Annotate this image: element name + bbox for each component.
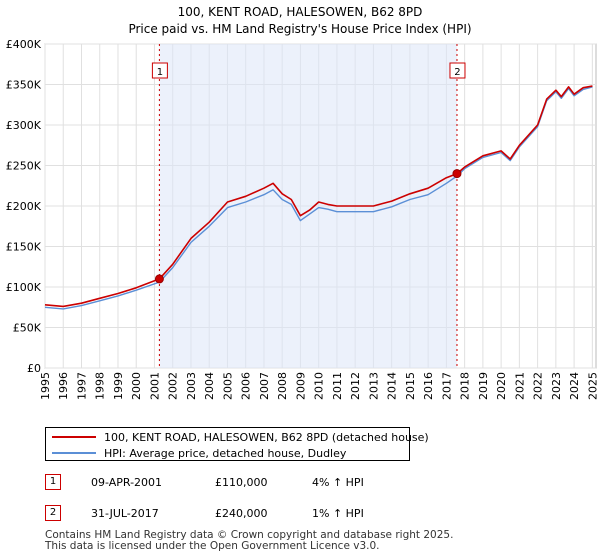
x-tick-label: 2024 [568,372,581,400]
sale-hpi-diff: 4% ↑ HPI [312,476,364,489]
y-axis: £0 £50K £100K £150K £200K £250K £300K £350K £400… [6,38,42,375]
price-chart: 100, KENT ROAD, HALESOWEN, B62 8PD Price… [6,5,600,400]
y-tick-label: £50K [13,322,42,335]
sale-price: £110,000 [215,476,268,489]
x-tick-label: 2008 [276,372,289,400]
y-tick-label: £350K [6,79,42,92]
x-tick-label: 1995 [39,372,52,400]
x-tick-label: 2013 [367,372,380,400]
x-tick-label: 2009 [294,372,307,400]
sale-date: 09-APR-2001 [91,476,163,489]
x-tick-label: 2020 [495,372,508,400]
legend-swatch-hpi [52,452,96,454]
x-tick-label: 2019 [477,372,490,400]
x-tick-label: 2004 [203,372,216,400]
property-price-line [44,85,593,308]
sale-date: 31-JUL-2017 [91,507,159,520]
sale-marker-box [151,62,168,79]
y-tick-label: £250K [6,160,42,173]
x-tick-label: 1998 [94,372,107,400]
sale-marker-label: 1 [157,67,163,78]
x-tick-label: 2005 [221,372,234,400]
sale-price: £240,000 [215,507,268,520]
sale-badge: 1 [45,474,61,490]
x-tick-label: 2001 [148,372,161,400]
footer-line-1: Contains HM Land Registry data © Crown c… [45,529,454,541]
sale-marker-label: 2 [454,67,460,78]
sale-row-2: 2 31-JUL-2017 £240,000 1% ↑ HPI [45,505,565,523]
x-tick-label: 2017 [440,372,453,400]
footer: Contains HM Land Registry data © Crown c… [45,530,453,552]
sale-row-1: 1 09-APR-2001 £110,000 4% ↑ HPI [45,474,565,492]
x-tick-label: 1996 [57,372,70,400]
sale-marker-point [452,169,462,179]
y-tick-label: £200K [6,200,42,213]
x-tick-label: 2014 [386,372,399,400]
legend-swatch-property [52,436,96,438]
y-tick-label: £0 [27,362,41,375]
legend: 100, KENT ROAD, HALESOWEN, B62 8PD (deta… [45,427,429,461]
x-tick-label: 2003 [185,372,198,400]
sale-marker-box [449,62,466,79]
x-tick-label: 1997 [75,372,88,400]
chart-subtitle: Price paid vs. HM Land Registry's House … [128,22,471,36]
x-tick-label: 2022 [532,372,545,400]
shaded-region [159,44,457,368]
sale-badge: 2 [45,505,61,521]
y-tick-label: £100K [6,281,42,294]
x-tick-label: 2006 [240,372,253,400]
series-lines [44,85,593,310]
footer-line-2: This data is licensed under the Open Gov… [45,540,380,552]
x-tick-label: 2011 [331,372,344,400]
sale-marker-point [154,274,164,284]
shaded-period [158,44,458,368]
legend-label-hpi: HPI: Average price, detached house, Dudl… [104,446,347,460]
x-tick-label: 2015 [404,372,417,400]
x-tick-label: 2021 [513,372,526,400]
legend-item-property: 100, KENT ROAD, HALESOWEN, B62 8PD (deta… [52,430,429,444]
x-tick-label: 2000 [130,372,143,400]
x-tick-label: 2010 [313,372,326,400]
legend-item-hpi: HPI: Average price, detached house, Dudl… [52,446,346,460]
x-tick-label: 2002 [167,372,180,400]
sale-hpi-diff: 1% ↑ HPI [312,507,364,520]
x-axis: 1995 1996 1997 1998 1999 2000 2001 2002 2003 2004… [39,372,599,400]
y-tick-label: £300K [6,119,42,132]
x-tick-label: 2018 [459,372,472,400]
y-tick-label: £400K [6,38,42,51]
legend-label-property: 100, KENT ROAD, HALESOWEN, B62 8PD (deta… [104,430,429,444]
x-tick-label: 2023 [550,372,563,400]
x-tick-label: 2007 [258,372,271,400]
x-tick-label: 2025 [586,372,599,400]
y-tick-label: £150K [6,241,42,254]
x-tick-label: 1999 [112,372,125,400]
chart-title: 100, KENT ROAD, HALESOWEN, B62 8PD [178,5,423,19]
x-tick-label: 2012 [349,372,362,400]
x-tick-label: 2016 [422,372,435,400]
